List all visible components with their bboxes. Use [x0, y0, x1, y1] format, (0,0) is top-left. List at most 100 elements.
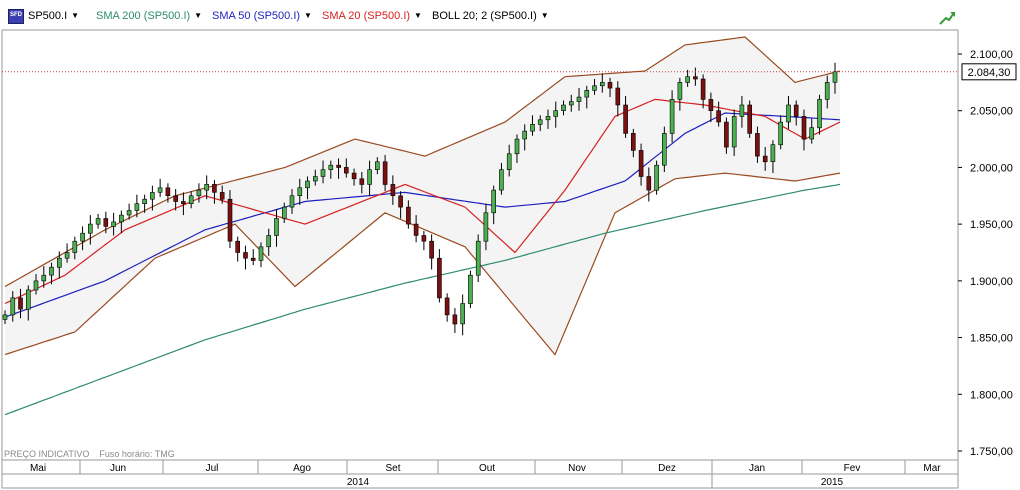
candle-body	[537, 119, 543, 125]
candle-body	[297, 187, 303, 197]
last-price-label: 2.084,30	[968, 67, 1011, 79]
candle-body	[103, 218, 109, 227]
candle-body	[142, 198, 147, 204]
candle-body	[421, 235, 427, 242]
candle-body	[351, 172, 357, 180]
candle-body	[33, 280, 39, 291]
candle-body	[630, 133, 636, 151]
candle-body	[328, 164, 334, 170]
candle-body	[88, 223, 93, 234]
candle-body	[584, 90, 590, 98]
candle-body	[522, 130, 528, 140]
candle-body	[258, 246, 264, 261]
legend-sma200[interactable]: SMA 200 (SP500.I) ▼	[96, 10, 203, 22]
bollinger-band-fill	[5, 37, 840, 355]
candle-body	[10, 297, 16, 316]
candle-body	[817, 99, 822, 129]
candle-body	[615, 87, 621, 106]
x-tick-label: Jan	[749, 463, 765, 474]
candle-body	[568, 101, 574, 106]
candle-body	[274, 218, 279, 236]
candle-body	[514, 138, 520, 155]
candle-body	[724, 121, 729, 148]
candle-body	[212, 184, 217, 193]
candle-body	[72, 240, 78, 253]
chevron-down-icon[interactable]: ▼	[71, 11, 80, 20]
trend-up-icon[interactable]	[938, 10, 956, 26]
chevron-down-icon[interactable]: ▼	[540, 11, 549, 20]
candle-body	[398, 195, 403, 208]
candle-body	[824, 82, 830, 100]
candle-body	[181, 201, 186, 205]
candle-body	[716, 110, 721, 123]
candle-body	[491, 189, 497, 214]
legend-bar: SFD SP500.I ▼ SMA 200 (SP500.I) ▼ SMA 50 (…	[0, 0, 1020, 30]
bollinger-lower-line	[4, 172, 841, 356]
candle-body	[561, 104, 566, 111]
candle-body	[475, 240, 481, 276]
candle-body	[654, 164, 659, 191]
candle-body	[320, 169, 326, 177]
candle-body	[693, 76, 698, 80]
y-tick-label: 1.850,00	[970, 333, 1013, 345]
candle-body	[545, 116, 551, 121]
x-tick-label: Mar	[923, 463, 941, 474]
candle-body	[126, 210, 132, 216]
candle-body	[747, 104, 753, 134]
candle-body	[553, 110, 559, 117]
last-price-badge	[961, 63, 1017, 81]
candle-body	[755, 133, 760, 157]
sma20-line	[4, 98, 841, 305]
candle-body	[2, 314, 8, 320]
x-tick-label: Mai	[30, 463, 46, 474]
candle-body	[289, 195, 295, 208]
x-tick-label: Dez	[658, 463, 676, 474]
candle-body	[64, 252, 70, 259]
candle-body	[770, 144, 776, 162]
candle-body	[530, 124, 535, 132]
candle-body	[731, 116, 737, 148]
candle-body	[646, 176, 652, 191]
legend-symbol[interactable]: SP500.I ▼	[28, 10, 80, 22]
candle-body	[444, 297, 450, 316]
candle-body	[406, 206, 411, 225]
candle-body	[95, 218, 101, 225]
candle-body	[778, 121, 784, 146]
candle-body	[343, 167, 349, 174]
candle-body	[250, 257, 256, 261]
x-tick-label: Jul	[206, 463, 219, 474]
candle-body	[793, 104, 799, 117]
legend-boll[interactable]: BOLL 20; 2 (SP500.I) ▼	[432, 10, 549, 22]
candle-body	[413, 223, 419, 236]
legend-sma50[interactable]: SMA 50 (SP500.I) ▼	[212, 10, 312, 22]
x-tick-label: Nov	[568, 463, 586, 474]
candle-body	[204, 184, 209, 191]
candle-body	[786, 104, 791, 123]
y-tick-label: 1.800,00	[970, 389, 1013, 401]
y-tick-label: 1.900,00	[970, 276, 1013, 288]
chevron-down-icon[interactable]: ▼	[304, 11, 312, 20]
legend-sma20[interactable]: SMA 20 (SP500.I) ▼	[322, 10, 422, 22]
candle-body	[80, 232, 85, 242]
y-tick-label: 2.050,00	[970, 106, 1013, 118]
candle-body	[460, 303, 466, 325]
y-tick-label: 1.750,00	[970, 446, 1013, 458]
candle-body	[165, 187, 171, 197]
candle-body	[437, 257, 442, 299]
candle-body	[49, 266, 54, 276]
candle-body	[382, 161, 388, 185]
candle-body	[483, 212, 489, 242]
y-tick-label: 2.000,00	[970, 162, 1013, 174]
candle-body	[359, 178, 365, 185]
candle-body	[700, 78, 706, 100]
app-icon[interactable]: SFD	[8, 9, 24, 24]
candle-body	[708, 99, 714, 112]
candle-body	[661, 133, 667, 166]
candle-body	[607, 82, 613, 89]
chevron-down-icon[interactable]: ▼	[414, 11, 422, 20]
candle-body	[739, 104, 745, 117]
candle-body	[576, 96, 582, 102]
chevron-down-icon[interactable]: ▼	[194, 11, 203, 20]
candle-body	[832, 71, 838, 83]
